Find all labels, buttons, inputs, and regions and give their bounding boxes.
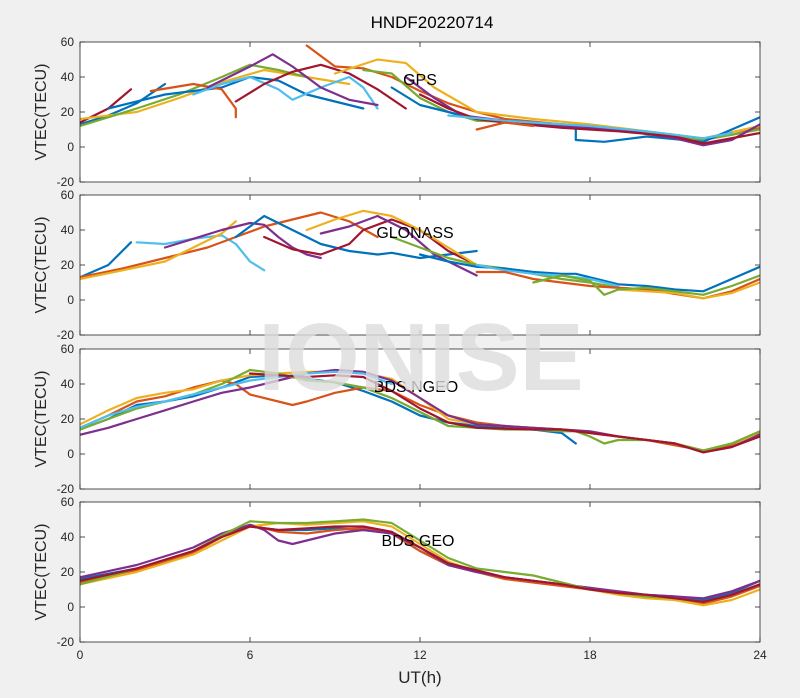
series-group (80, 44, 760, 147)
panel-0: -20 0 20 40 60 VTEC(TECU) GPS (33, 35, 761, 189)
y-axis-label: VTEC(TECU) (33, 371, 50, 468)
y-tick-label: 20 (61, 258, 75, 272)
series-line-2 (80, 211, 379, 279)
series-line-4 (80, 518, 760, 603)
x-tick-label: 12 (413, 648, 427, 662)
series-line-5 (80, 370, 393, 429)
y-tick-label: 60 (61, 35, 75, 49)
series-line-3 (80, 63, 308, 128)
plot-area (80, 42, 760, 182)
y-tick-label: 60 (61, 342, 75, 356)
series-line-6 (192, 75, 379, 110)
figure-title: HNDF20220714 (371, 13, 494, 32)
y-tick-label: 40 (61, 70, 75, 84)
series-line-11 (475, 263, 620, 288)
series-line-4 (163, 221, 322, 260)
y-tick-label: -20 (57, 175, 75, 189)
y-axis-label: VTEC(TECU) (33, 217, 50, 314)
x-tick-label: 18 (583, 648, 597, 662)
panel-label: BDS GEO (382, 533, 455, 550)
y-tick-label: 40 (61, 223, 75, 237)
series-line-0 (80, 241, 133, 279)
y-tick-label: -20 (57, 482, 75, 496)
series-line-8 (234, 63, 407, 110)
series-group (80, 518, 760, 607)
series-group (80, 368, 760, 454)
watermark: IONISE (258, 304, 583, 411)
plot-area (80, 349, 760, 489)
y-axis-label: VTEC(TECU) (33, 64, 50, 161)
series-line-5 (149, 82, 237, 119)
y-tick-label: 20 (61, 565, 75, 579)
y-tick-label: 60 (61, 495, 75, 509)
y-tick-label: 60 (61, 188, 75, 202)
series-line-4 (107, 75, 365, 110)
panel-1: -20 0 20 40 60 VTEC(TECU) GLONASS (33, 188, 761, 342)
series-line-4 (80, 368, 760, 452)
y-tick-label: 0 (67, 447, 74, 461)
y-tick-label: 0 (67, 293, 74, 307)
plot-area (80, 195, 760, 335)
y-tick-label: 20 (61, 412, 75, 426)
y-tick-label: 0 (67, 140, 74, 154)
series-line-7 (305, 209, 478, 267)
series-line-12 (475, 270, 760, 300)
x-tick-label: 6 (247, 648, 254, 662)
series-line-7 (206, 53, 379, 107)
series-line-5 (234, 214, 478, 260)
y-tick-label: 0 (67, 600, 74, 614)
panel-label: GLONASS (376, 225, 453, 242)
series-line-1 (135, 234, 266, 272)
y-tick-label: 40 (61, 530, 75, 544)
y-tick-label: -20 (57, 635, 75, 649)
y-tick-label: -20 (57, 328, 75, 342)
series-line-13 (404, 75, 760, 147)
series-line-15 (447, 114, 733, 140)
plot-area (80, 502, 760, 642)
panel-label: BDS NGEO (374, 379, 458, 396)
series-line-0 (80, 82, 167, 126)
series-line-6 (263, 218, 478, 267)
series-line-14 (532, 274, 760, 296)
x-axis-label: UT(h) (398, 668, 441, 687)
series-line-3 (80, 220, 237, 281)
y-tick-label: 20 (61, 105, 75, 119)
series-line-5 (80, 525, 760, 603)
y-tick-label: 40 (61, 377, 75, 391)
series-group (80, 209, 760, 300)
panel-label: GPS (403, 72, 437, 89)
series-line-6 (248, 372, 760, 454)
panel-2: -20 0 20 40 60 VTEC(TECU) BDS NGEO (33, 342, 761, 496)
series-line-14 (418, 93, 760, 145)
x-tick-label: 24 (753, 648, 767, 662)
y-axis-label: VTEC(TECU) (33, 524, 50, 621)
x-tick-label: 0 (77, 648, 84, 662)
series-line-8 (319, 214, 478, 277)
series-line-13 (617, 281, 760, 300)
series-line-16 (475, 121, 535, 131)
series-line-10 (418, 253, 760, 293)
